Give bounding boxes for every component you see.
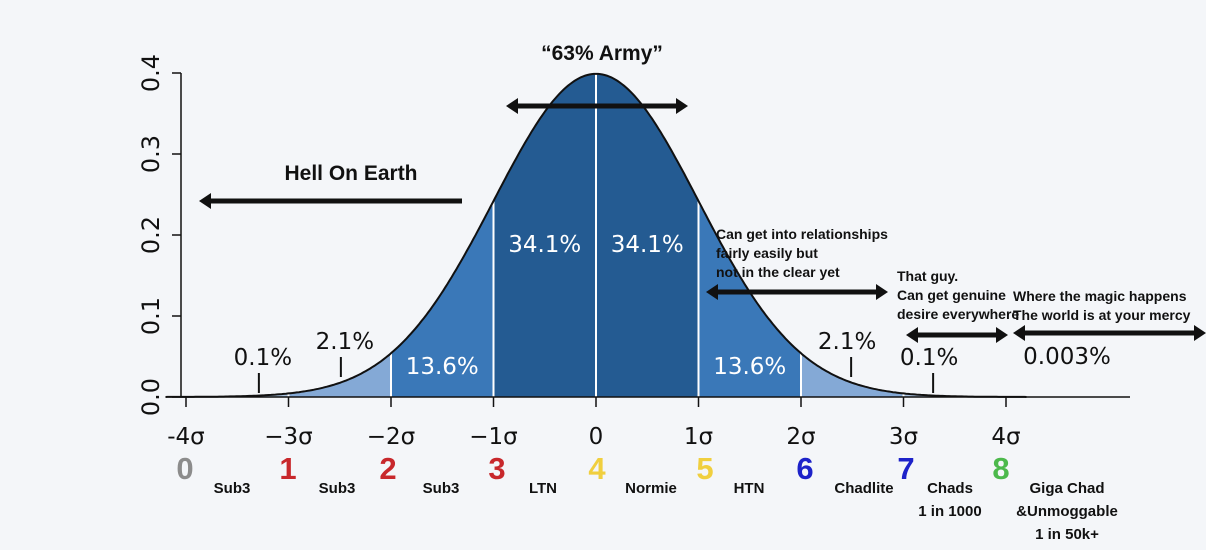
relationships-label: Can get into relationships (716, 226, 888, 242)
axes-layer: 0.0 0.1 0.2 0.3 0.4 -4σ −3σ −2σ −1σ 0 1σ 2σ 3σ 4σ (137, 54, 1130, 450)
magic-label: The world is at your mercy (1013, 307, 1191, 323)
that-guy-label: That guy. (897, 268, 958, 284)
x-tick-label: −2σ (367, 424, 415, 450)
rank-labels-layer: 0 1 2 3 4 5 6 7 8 Sub3 Sub3 Sub3 LTN Normie HTN Chadlit… (176, 451, 1117, 543)
category-label: Sub3 (214, 480, 251, 497)
labels-layer: 0.1% 2.1% 13.6% 34.1% 34.1% 13.6% 2.1% 0.1% 0.00… (234, 232, 1111, 393)
y-tick-label: 0.4 (137, 54, 165, 92)
band-1 (288, 353, 391, 397)
rank-number: 3 (488, 451, 505, 486)
x-tick-label: −3σ (264, 424, 312, 450)
that-guy-arrow-head-left (906, 327, 918, 343)
percent-label: 2.1% (316, 329, 374, 355)
rank-number: 6 (796, 451, 813, 486)
army-arrow-head-right (676, 98, 688, 114)
category-label: LTN (529, 480, 557, 497)
percent-label: 34.1% (508, 232, 581, 258)
category-label: Sub3 (319, 480, 356, 497)
category-label: Giga Chad (1029, 480, 1104, 497)
y-tick-label: 0.1 (137, 297, 165, 335)
relationships-label: not in the clear yet (716, 264, 840, 280)
density-curve (165, 72, 1027, 398)
rank-number: 2 (379, 451, 396, 486)
y-tick-label: 0.2 (137, 216, 165, 254)
that-guy-label: desire everywhere (897, 306, 1019, 322)
percent-label: 2.1% (818, 329, 876, 355)
rank-number: 8 (992, 451, 1009, 486)
percent-label-extra: 0.003% (1023, 344, 1111, 370)
percent-label: 0.1% (900, 345, 958, 371)
band-6 (801, 353, 904, 397)
percent-label: 13.6% (713, 354, 786, 380)
category-label: Sub3 (423, 480, 460, 497)
that-guy-arrow-head-right (996, 327, 1008, 343)
army-label: “63% Army” (541, 42, 663, 65)
rank-number: 0 (176, 451, 193, 486)
percent-label: 13.6% (406, 354, 479, 380)
relationships-label: fairly easily but (716, 245, 818, 261)
relationships-arrow-head-left (706, 284, 718, 300)
category-label: 1 in 50k+ (1035, 526, 1099, 543)
annotations-layer: “63% Army” Hell On Earth Can get into rela… (199, 42, 1206, 343)
x-tick-label: 4σ (991, 424, 1020, 450)
hell-label: Hell On Earth (284, 162, 417, 185)
magic-arrow-head-right (1194, 325, 1206, 341)
x-tick-label: 1σ (684, 424, 713, 450)
rank-number: 1 (279, 451, 296, 486)
x-tick-label: -4σ (167, 424, 205, 450)
category-label: Normie (625, 480, 677, 497)
y-tick-label: 0.0 (137, 378, 165, 416)
that-guy-label: Can get genuine (897, 287, 1006, 303)
x-tick-label: −1σ (469, 424, 517, 450)
magic-label: Where the magic happens (1013, 288, 1187, 304)
x-tick-label: 3σ (889, 424, 918, 450)
percent-label: 0.1% (234, 345, 292, 371)
rank-number: 4 (588, 451, 606, 486)
category-label: Chadlite (834, 480, 893, 497)
x-tick-label: 0 (589, 424, 604, 450)
x-tick-label: 2σ (786, 424, 815, 450)
category-label: 1 in 1000 (918, 503, 981, 520)
relationships-arrow-head-right (876, 284, 888, 300)
army-arrow-head-left (506, 98, 518, 114)
bands-layer (165, 72, 1027, 398)
category-label: &Unmoggable (1016, 503, 1118, 520)
y-tick-label: 0.3 (137, 135, 165, 173)
category-label: Chads (927, 480, 973, 497)
percent-label: 34.1% (611, 232, 684, 258)
category-label: HTN (734, 480, 765, 497)
rank-number: 5 (696, 451, 713, 486)
magic-arrow-head-left (1013, 325, 1025, 341)
rank-number: 7 (897, 451, 914, 486)
hell-arrow-head-left (199, 193, 211, 209)
